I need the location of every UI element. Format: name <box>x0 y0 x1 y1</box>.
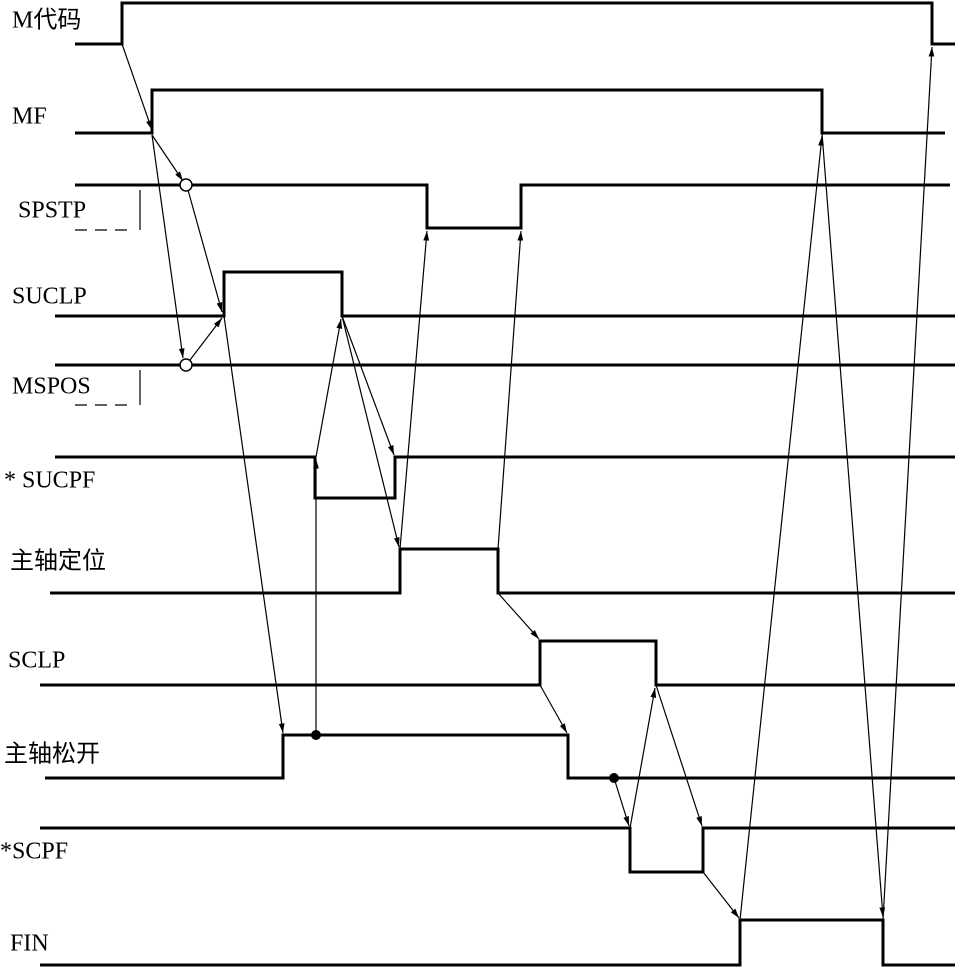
signal-label: FIN <box>10 931 49 957</box>
arrow <box>882 46 935 921</box>
waveform <box>40 826 955 874</box>
waveform <box>50 547 955 595</box>
arrow <box>655 684 703 827</box>
signal-label: SCLP <box>8 648 65 674</box>
open-node <box>179 358 193 372</box>
arrow <box>629 687 657 829</box>
dashed-markers <box>75 190 141 406</box>
signal-label: SUCLP <box>12 284 87 310</box>
waveforms <box>40 1 955 967</box>
arrow <box>187 189 223 313</box>
arrow <box>223 315 285 734</box>
arrow <box>739 135 824 921</box>
dot-node <box>609 773 619 783</box>
signal-label: MSPOS <box>12 374 91 400</box>
arrow <box>399 230 430 550</box>
waveform <box>75 88 945 135</box>
waveform <box>75 183 950 230</box>
signal-label: M代码 <box>12 7 81 34</box>
signal-label: SPSTP <box>18 198 86 224</box>
signal-label: 主轴定位 <box>10 548 106 575</box>
dot-node <box>311 730 321 740</box>
signal-label: * SUCPF <box>4 468 95 494</box>
arrow <box>121 43 153 131</box>
arrows <box>121 43 935 921</box>
waveform <box>75 1 955 46</box>
signal-label: MF <box>12 104 47 130</box>
arrow <box>341 315 395 456</box>
open-node <box>179 178 193 192</box>
arrow <box>151 134 184 182</box>
arrow <box>341 315 400 548</box>
arrow <box>497 230 524 550</box>
arrow <box>315 318 343 458</box>
waveform <box>45 733 955 780</box>
signal-label: 主轴松开 <box>4 741 100 768</box>
arrow <box>702 871 740 919</box>
signal-label: *SCPF <box>0 839 68 865</box>
arrow <box>497 592 540 640</box>
waveform <box>55 455 955 500</box>
nodes <box>179 178 619 783</box>
arrow <box>613 777 630 827</box>
waveform <box>40 918 955 967</box>
waveform <box>55 270 955 318</box>
arrow <box>539 684 568 734</box>
waveform <box>40 639 955 687</box>
arrow <box>821 132 886 918</box>
arrow <box>189 317 223 361</box>
arrow <box>151 134 185 359</box>
